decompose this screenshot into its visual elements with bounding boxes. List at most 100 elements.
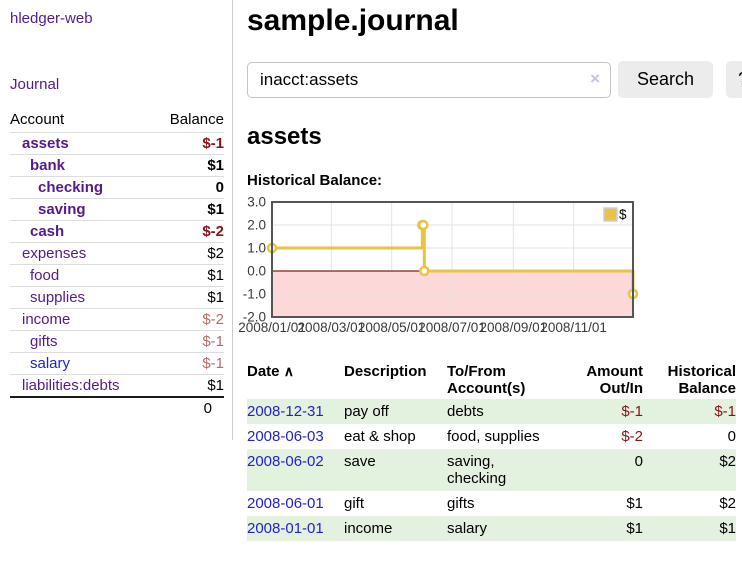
account-row: liabilities:debts $1 — [10, 374, 224, 397]
page-title: sample.journal — [247, 4, 459, 37]
y-axis-tick-label: -2.0 — [243, 310, 266, 325]
register-header-date-label: Date — [247, 363, 280, 380]
clear-search-icon[interactable]: × — [590, 68, 600, 88]
register-row[interactable]: 2008-12-31 pay off debts $-1 $-1 — [247, 399, 736, 424]
register-header-amount[interactable]: Amount Out/In — [586, 363, 643, 397]
account-row: bank $1 — [10, 154, 224, 177]
app-title-link[interactable]: hledger-web — [10, 10, 93, 27]
transaction-accounts: salary — [447, 520, 488, 537]
account-balance: $-1 — [153, 330, 224, 353]
x-axis-tick-label: 2008/09/01 — [480, 320, 548, 335]
account-balance: $-1 — [153, 132, 224, 155]
main-content: sample.journal × Search ? assets Histori… — [233, 0, 742, 541]
transaction-description: eat & shop — [344, 428, 416, 445]
data-point-marker — [419, 265, 430, 277]
sidebar: hledger-web Journal Account Balance asse… — [0, 0, 233, 440]
hledger-web-app: hledger-web Journal Account Balance asse… — [0, 0, 742, 541]
account-row: expenses $2 — [10, 242, 224, 265]
register-table: Date ∧ Description To/From Account(s) Am… — [247, 361, 736, 541]
plot-border — [271, 201, 634, 318]
transaction-date-link[interactable]: 2008-01-01 — [247, 520, 324, 537]
y-axis-tick-label: -1.0 — [243, 287, 266, 302]
account-balance: $-2 — [153, 220, 224, 243]
account-link[interactable]: salary — [30, 355, 71, 372]
y-axis-tick-label: 0.0 — [247, 264, 266, 279]
transaction-accounts: food, supplies — [447, 428, 540, 445]
account-link[interactable]: assets — [22, 135, 69, 152]
accounts-total-row: 0 — [10, 396, 224, 419]
account-row: cash $-2 — [10, 220, 224, 243]
transaction-date-link[interactable]: 2008-06-02 — [247, 453, 324, 470]
accounts-total-balance: 0 — [153, 396, 224, 419]
account-row: assets $-1 — [10, 132, 224, 155]
account-link[interactable]: checking — [38, 179, 104, 196]
account-row: checking 0 — [10, 176, 224, 199]
account-row: supplies $1 — [10, 286, 224, 309]
account-link[interactable]: cash — [30, 223, 65, 240]
transaction-amount: 0 — [634, 453, 643, 470]
register-header-balance[interactable]: Historical Balance — [667, 363, 736, 397]
account-heading: assets — [247, 123, 322, 150]
account-link[interactable]: supplies — [30, 289, 86, 306]
y-axis-tick-label: 2.0 — [247, 218, 266, 233]
account-link[interactable]: saving — [38, 201, 86, 218]
account-balance: $-2 — [153, 308, 224, 331]
x-axis-tick-label: 2008/05/01 — [358, 320, 426, 335]
transaction-description: gift — [344, 495, 365, 512]
account-balance: 0 — [153, 176, 224, 199]
accounts-header-row: Account Balance — [10, 108, 224, 133]
register-row[interactable]: 2008-06-02 save saving, checking 0 $2 — [247, 449, 736, 491]
chart-title: Historical Balance: — [247, 172, 383, 189]
transaction-description: income — [344, 520, 393, 537]
transaction-accounts: debts — [447, 403, 484, 420]
historical-balance-chart[interactable]: 3.0 2.0 1.0 0.0 -1.0 -2.02008/01/012008/03/01… — [238, 195, 647, 338]
register-row[interactable]: 2008-06-01 gift gifts $1 $2 — [247, 491, 736, 516]
transaction-date-link[interactable]: 2008-06-03 — [247, 428, 324, 445]
register-header-accounts[interactable]: To/From Account(s) — [447, 363, 526, 397]
y-axis-tick-label: 1.0 — [247, 241, 266, 256]
register-header-row: Date ∧ Description To/From Account(s) Am… — [247, 361, 736, 399]
transaction-date-link[interactable]: 2008-06-01 — [247, 495, 324, 512]
accounts-header-balance: Balance — [169, 111, 224, 128]
help-button[interactable]: ? — [726, 61, 742, 98]
search-button[interactable]: Search — [618, 61, 714, 98]
search-input[interactable] — [247, 61, 611, 98]
account-balance: $1 — [153, 286, 224, 309]
transaction-balance: $2 — [719, 495, 736, 512]
account-balance: $1 — [153, 374, 224, 397]
account-row: income $-2 — [10, 308, 224, 331]
account-row: food $1 — [10, 264, 224, 287]
transaction-amount: $1 — [626, 520, 643, 537]
transaction-balance: $2 — [719, 453, 736, 470]
transaction-balance: $1 — [719, 520, 736, 537]
legend-swatch — [603, 207, 618, 222]
search-box: × — [247, 61, 611, 98]
y-axis-tick-label: 3.0 — [247, 195, 266, 210]
transaction-accounts: gifts — [447, 495, 475, 512]
register-row[interactable]: 2008-06-03 eat & shop food, supplies $-2… — [247, 424, 736, 449]
transaction-accounts: saving, checking — [447, 453, 507, 487]
transaction-amount: $-1 — [621, 403, 643, 420]
account-balance: $-1 — [153, 352, 224, 375]
account-link[interactable]: income — [22, 311, 71, 328]
register-row[interactable]: 2008-01-01 income salary $1 $1 — [247, 516, 736, 541]
transaction-date-link[interactable]: 2008-12-31 — [247, 403, 324, 420]
account-balance: $1 — [153, 198, 224, 221]
x-axis-tick-label: 2008/11/01 — [540, 320, 607, 335]
search-form: × Search ? — [247, 61, 742, 98]
sidebar-item-journal[interactable]: Journal — [10, 76, 60, 93]
account-row: saving $1 — [10, 198, 224, 221]
account-link[interactable]: gifts — [30, 333, 58, 350]
account-link[interactable]: expenses — [22, 245, 87, 262]
account-link[interactable]: liabilities:debts — [22, 377, 120, 394]
transaction-description: save — [344, 453, 376, 470]
transaction-amount: $1 — [626, 495, 643, 512]
register-header-date[interactable]: Date ∧ — [247, 361, 344, 399]
account-row: gifts $-1 — [10, 330, 224, 353]
x-axis-tick-label: 2008/01/01 — [238, 320, 306, 335]
account-link[interactable]: food — [30, 267, 60, 284]
account-balance: $1 — [153, 264, 224, 287]
register-header-description[interactable]: Description — [344, 363, 427, 380]
account-balance: $2 — [153, 242, 224, 265]
account-link[interactable]: bank — [30, 157, 66, 174]
